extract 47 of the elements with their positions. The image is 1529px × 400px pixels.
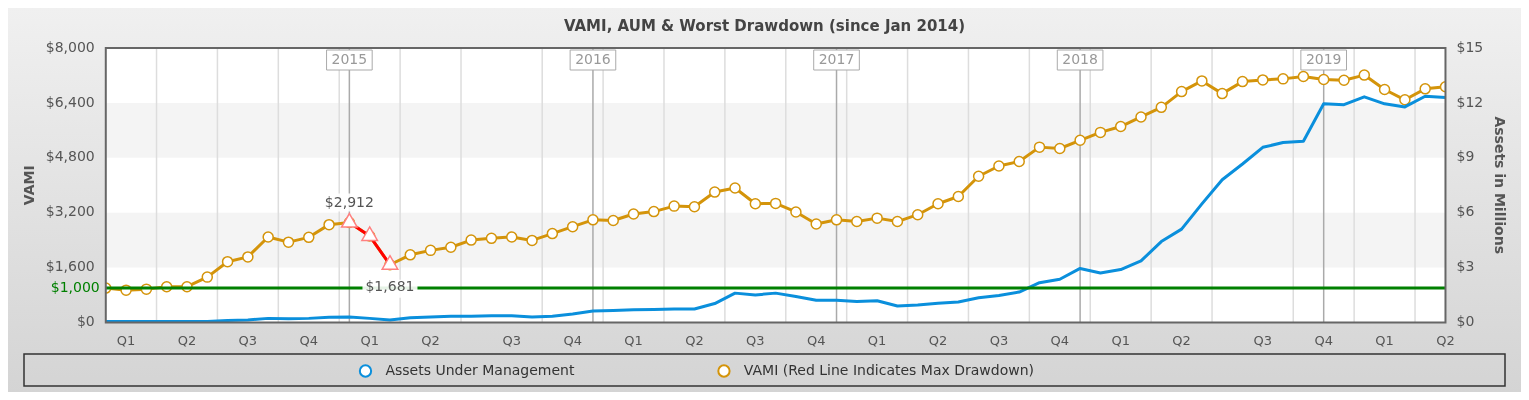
x-tick-label: Q2 (928, 332, 948, 348)
annotation: $1,681 (365, 278, 415, 295)
x-tick-label: Q3 (746, 332, 765, 348)
y-tick-label: $4,800 (45, 148, 95, 165)
y-axis-title: VAMI (21, 165, 38, 206)
y2-tick-label: $6 (1456, 203, 1475, 220)
x-tick-label: Q3 (502, 332, 522, 348)
y2-tick-label: $15 (1456, 38, 1484, 55)
x-tick-label: Q1 (867, 332, 887, 348)
ref-line-label: 2017 (818, 50, 855, 67)
y2-tick-label: $12 (1456, 93, 1484, 110)
ref-line-label: 2019 (1305, 50, 1342, 67)
y2-tick-label: $9 (1456, 148, 1475, 165)
y-tick-label: $1,600 (45, 258, 95, 275)
y2-tick-label: $0 (1456, 313, 1475, 330)
x-tick-label: Q1 (624, 332, 643, 348)
x-tick-label: Q1 (1375, 332, 1394, 348)
y-tick-label: $8,000 (45, 38, 95, 55)
y-tick-label: $3,200 (45, 203, 95, 220)
chart-title: VAMI, AUM & Worst Drawdown (since Jan 2014) (563, 16, 966, 35)
x-tick-label: Q3 (1253, 332, 1273, 348)
x-tick-label: Q2 (1172, 332, 1191, 348)
x-tick-label: Q4 (806, 332, 826, 348)
x-tick-label: Q1 (1111, 332, 1130, 348)
ref-line-label: 2016 (575, 50, 611, 67)
y-tick-label: $6,400 (45, 93, 95, 110)
x-tick-label: Q2 (177, 332, 197, 348)
x-tick-label: Q4 (299, 332, 319, 348)
legend-label: Assets Under Management (376, 361, 708, 378)
y2-axis-title: Assets in Millions (1491, 116, 1508, 254)
x-tick-label: Q4 (1050, 332, 1070, 348)
y-tick-label: $0 (76, 313, 95, 330)
x-tick-label: Q4 (1314, 332, 1333, 348)
y2-tick-label: $3 (1456, 258, 1475, 275)
legend-label: VAMI (Red Line Indicates Max Drawdown) (734, 361, 1168, 378)
ref-line-label: 2018 (1062, 50, 1098, 67)
x-tick-label: Q3 (989, 332, 1009, 348)
annotation: $2,912 (324, 194, 374, 211)
x-tick-label: Q1 (360, 332, 379, 348)
x-tick-label: Q1 (116, 332, 136, 348)
ref-line-label: $1,000 (50, 278, 100, 295)
x-tick-label: Q4 (563, 332, 582, 348)
x-tick-label: Q2 (685, 332, 704, 348)
ref-line-label: 2015 (331, 50, 368, 67)
x-tick-label: Q2 (421, 332, 440, 348)
x-tick-label: Q3 (238, 332, 258, 348)
x-tick-label: Q2 (1436, 332, 1455, 348)
